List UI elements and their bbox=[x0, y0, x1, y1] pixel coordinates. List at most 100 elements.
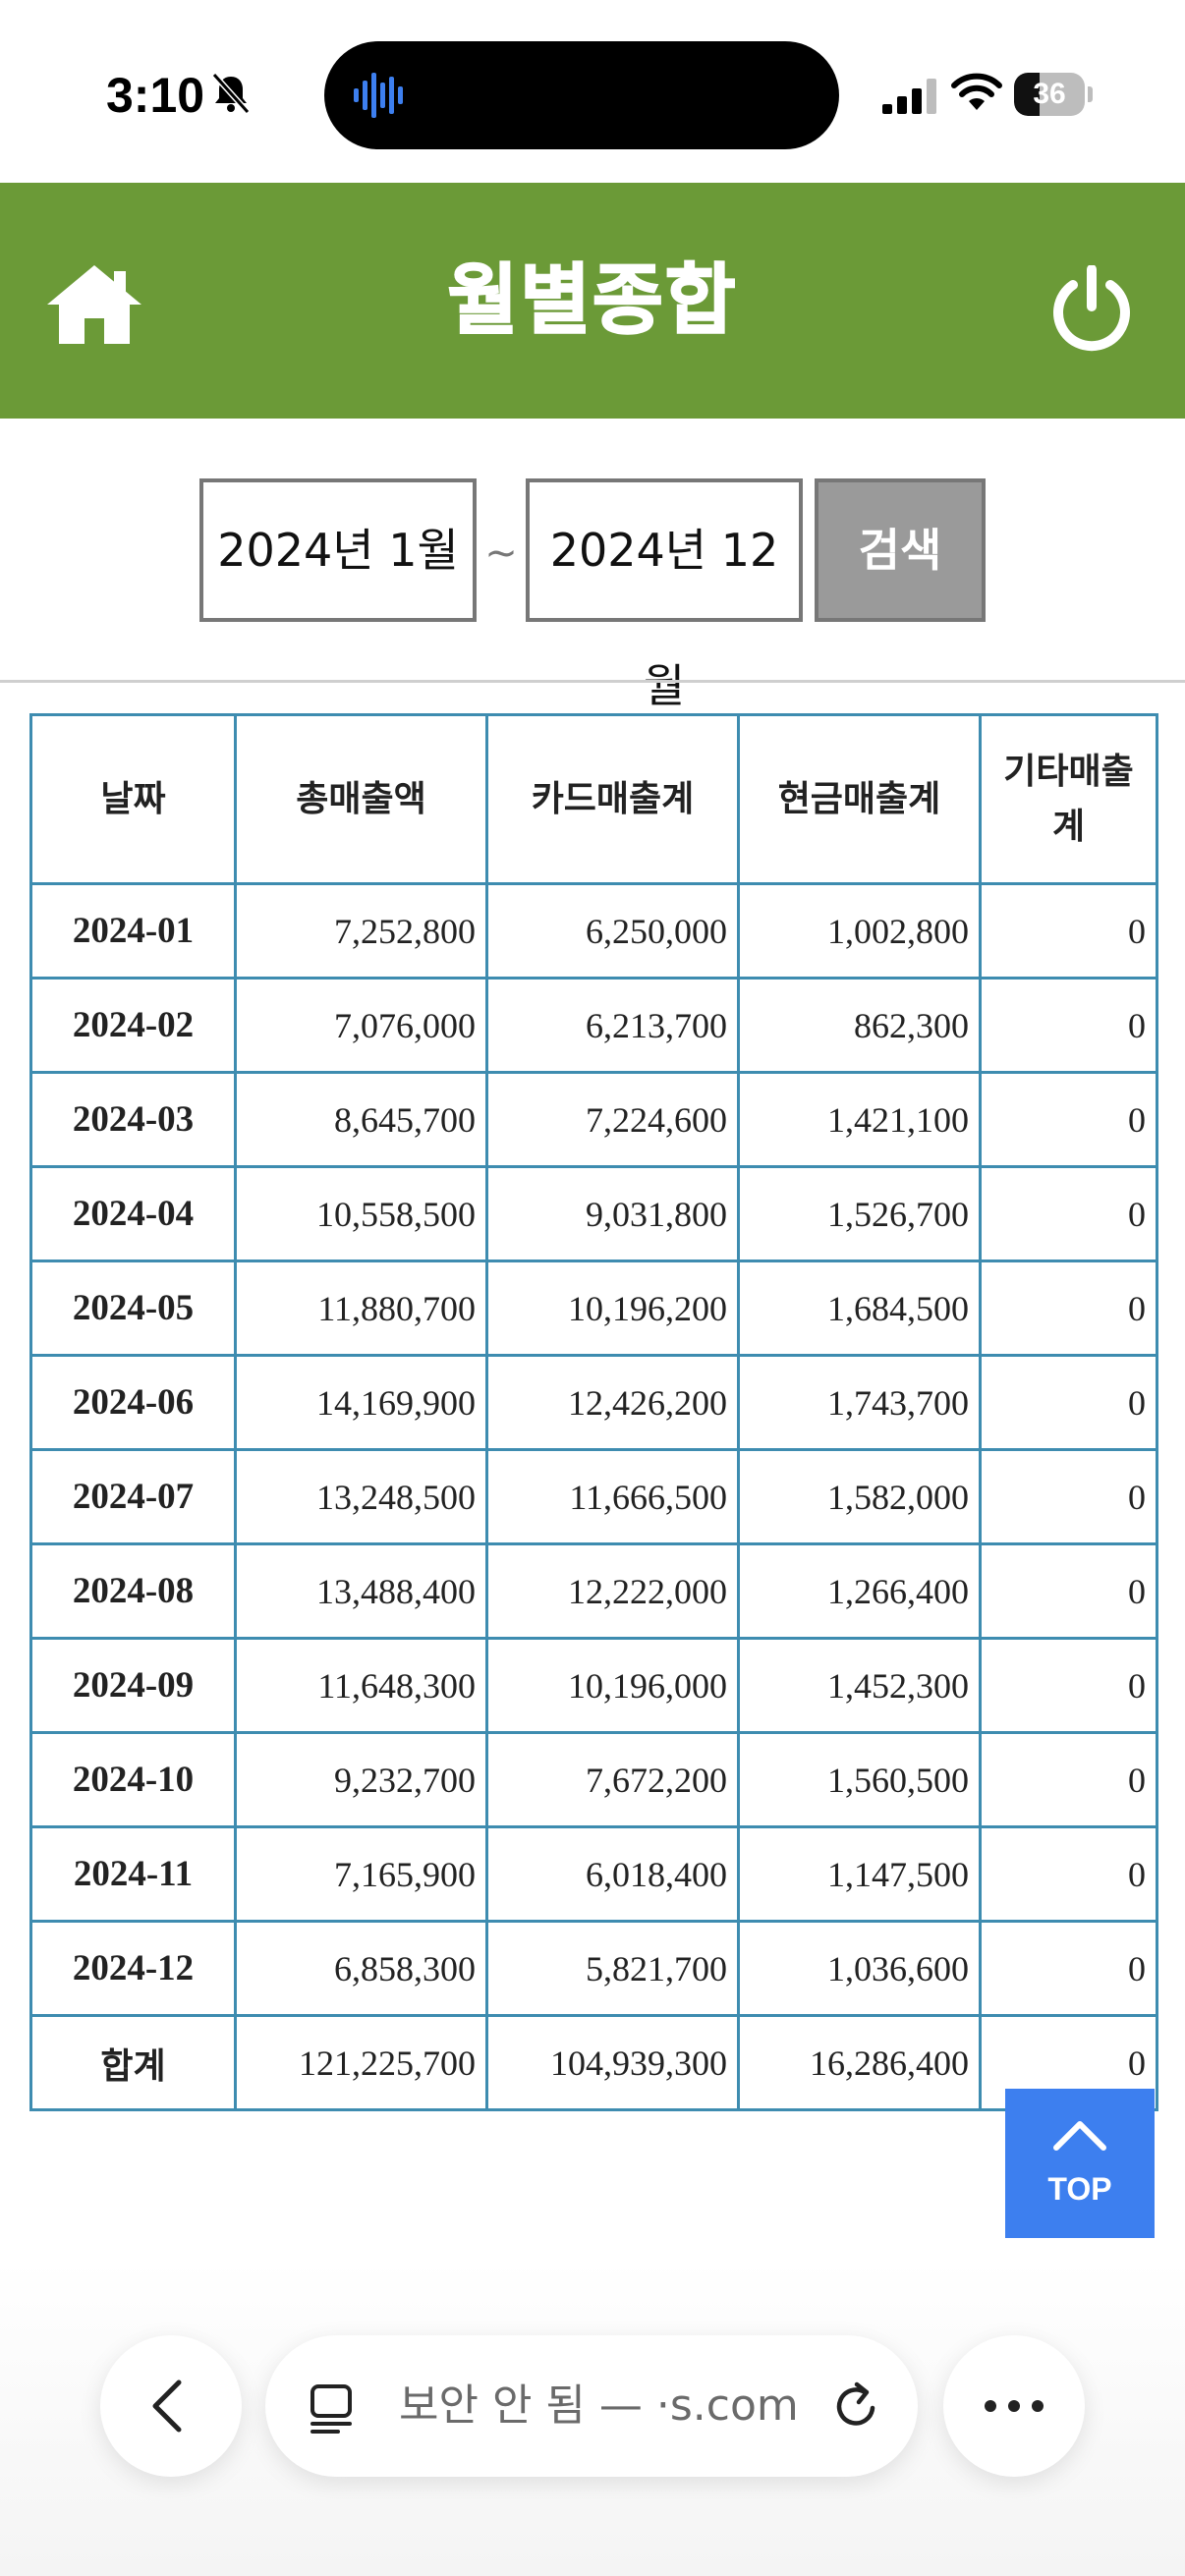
table-row: 2024-05 11,880,700 10,196,200 1,684,500 … bbox=[29, 1260, 1158, 1357]
cell-total: 14,169,900 bbox=[234, 1354, 488, 1451]
cell-other: 0 bbox=[979, 977, 1158, 1074]
bell-slash-icon bbox=[211, 72, 251, 115]
table-row: 2024-11 7,165,900 6,018,400 1,147,500 0 bbox=[29, 1825, 1158, 1923]
back-icon bbox=[152, 2380, 182, 2433]
table-row: 2024-06 14,169,900 12,426,200 1,743,700 … bbox=[29, 1354, 1158, 1451]
url-text: 보안 안 됨 — ·s.com bbox=[399, 2380, 799, 2431]
cell-total: 8,645,700 bbox=[234, 1071, 488, 1168]
cell-other: 0 bbox=[979, 1542, 1158, 1640]
table-row: 2024-12 6,858,300 5,821,700 1,036,600 0 bbox=[29, 1920, 1158, 2017]
cell-other: 0 bbox=[979, 882, 1158, 980]
cell-cash: 1,266,400 bbox=[737, 1542, 982, 1640]
column-header-other: 기타매출계 bbox=[979, 713, 1158, 885]
cell-other: 0 bbox=[979, 1731, 1158, 1828]
table-row: 2024-09 11,648,300 10,196,000 1,452,300 … bbox=[29, 1637, 1158, 1734]
table-row: 2024-08 13,488,400 12,222,000 1,266,400 … bbox=[29, 1542, 1158, 1640]
cell-other: 0 bbox=[979, 1354, 1158, 1451]
address-bar[interactable]: 보안 안 됨 — ·s.com bbox=[265, 2335, 918, 2477]
cell-cash: 862,300 bbox=[737, 977, 982, 1074]
divider bbox=[0, 680, 1185, 683]
cell-total: 7,076,000 bbox=[234, 977, 488, 1074]
cell-card: 9,031,800 bbox=[485, 1165, 740, 1262]
cell-date: 2024-03 bbox=[29, 1071, 237, 1168]
cell-total: 10,558,500 bbox=[234, 1165, 488, 1262]
cell-card: 10,196,200 bbox=[485, 1260, 740, 1357]
cell-cash: 1,743,700 bbox=[737, 1354, 982, 1451]
cell-cash: 1,421,100 bbox=[737, 1071, 982, 1168]
app-header: 월별종합 bbox=[0, 183, 1185, 419]
cell-date: 2024-10 bbox=[29, 1731, 237, 1828]
home-icon[interactable] bbox=[43, 261, 145, 348]
table-header-row: 날짜 총매출액 카드매출계 현금매출계 기타매출계 bbox=[29, 713, 1158, 885]
table-row: 2024-04 10,558,500 9,031,800 1,526,700 0 bbox=[29, 1165, 1158, 1262]
cell-card: 6,213,700 bbox=[485, 977, 740, 1074]
summary-table-container: 날짜 총매출액 카드매출계 현금매출계 기타매출계 2024-01 7,252,… bbox=[29, 713, 1158, 2111]
cell-card: 11,666,500 bbox=[485, 1448, 740, 1545]
table-row: 2024-10 9,232,700 7,672,200 1,560,500 0 bbox=[29, 1731, 1158, 1828]
cell-total: 7,252,800 bbox=[234, 882, 488, 980]
battery-icon: 36 bbox=[1014, 73, 1093, 116]
cell-cash: 1,560,500 bbox=[737, 1731, 982, 1828]
cell-total-label: 합계 bbox=[29, 2014, 237, 2111]
cellular-signal-icon bbox=[882, 79, 936, 114]
cell-date: 2024-09 bbox=[29, 1637, 237, 1734]
cell-total: 11,880,700 bbox=[234, 1260, 488, 1357]
cell-card: 10,196,000 bbox=[485, 1637, 740, 1734]
cell-card: 7,224,600 bbox=[485, 1071, 740, 1168]
status-bar: 3:10 bbox=[0, 0, 1185, 183]
cell-other: 0 bbox=[979, 1637, 1158, 1734]
column-header-date: 날짜 bbox=[29, 713, 237, 885]
cell-cash: 1,526,700 bbox=[737, 1165, 982, 1262]
cell-cash: 1,582,000 bbox=[737, 1448, 982, 1545]
scroll-to-top-button[interactable]: TOP bbox=[1005, 2089, 1155, 2238]
cell-card: 5,821,700 bbox=[485, 1920, 740, 2017]
power-icon[interactable] bbox=[1047, 265, 1136, 354]
cell-date: 2024-05 bbox=[29, 1260, 237, 1357]
table-row: 2024-02 7,076,000 6,213,700 862,300 0 bbox=[29, 977, 1158, 1074]
more-button[interactable] bbox=[943, 2335, 1085, 2477]
cell-cash-total: 16,286,400 bbox=[737, 2014, 982, 2111]
cell-total: 11,648,300 bbox=[234, 1637, 488, 1734]
cell-other: 0 bbox=[979, 1920, 1158, 2017]
cell-date: 2024-11 bbox=[29, 1825, 237, 1923]
cell-other: 0 bbox=[979, 1448, 1158, 1545]
browser-toolbar: 보안 안 됨 — ·s.com bbox=[0, 2260, 1185, 2576]
cell-date: 2024-08 bbox=[29, 1542, 237, 1640]
cell-cash: 1,002,800 bbox=[737, 882, 982, 980]
back-button[interactable] bbox=[100, 2335, 242, 2477]
reader-icon[interactable] bbox=[309, 2382, 360, 2434]
cell-other: 0 bbox=[979, 1165, 1158, 1262]
cell-cash: 1,036,600 bbox=[737, 1920, 982, 2017]
audio-waveform-icon bbox=[354, 73, 403, 118]
cell-other: 0 bbox=[979, 1071, 1158, 1168]
more-icon bbox=[985, 2400, 1044, 2412]
top-button-label: TOP bbox=[1047, 2171, 1112, 2207]
dynamic-island bbox=[324, 41, 839, 149]
cell-card: 12,222,000 bbox=[485, 1542, 740, 1640]
cell-total: 13,488,400 bbox=[234, 1542, 488, 1640]
cell-date: 2024-02 bbox=[29, 977, 237, 1074]
table-row: 2024-03 8,645,700 7,224,600 1,421,100 0 bbox=[29, 1071, 1158, 1168]
date-range-separator: ~ bbox=[484, 531, 518, 576]
cell-date: 2024-12 bbox=[29, 1920, 237, 2017]
search-row: 2024년 1월 ~ 2024년 12월 검색 bbox=[0, 419, 1185, 712]
cell-card: 6,250,000 bbox=[485, 882, 740, 980]
cell-date: 2024-04 bbox=[29, 1165, 237, 1262]
wifi-icon bbox=[951, 73, 1002, 110]
chevron-up-icon bbox=[1053, 2121, 1106, 2151]
cell-cash: 1,684,500 bbox=[737, 1260, 982, 1357]
cell-card: 12,426,200 bbox=[485, 1354, 740, 1451]
date-from-select[interactable]: 2024년 1월 bbox=[199, 478, 477, 622]
cell-card: 6,018,400 bbox=[485, 1825, 740, 1923]
cell-other: 0 bbox=[979, 1260, 1158, 1357]
monthly-summary-table: 날짜 총매출액 카드매출계 현금매출계 기타매출계 2024-01 7,252,… bbox=[29, 713, 1158, 2111]
battery-level: 36 bbox=[1033, 78, 1066, 110]
page-title: 월별종합 bbox=[446, 255, 738, 346]
cell-card-total: 104,939,300 bbox=[485, 2014, 740, 2111]
table-row: 2024-07 13,248,500 11,666,500 1,582,000 … bbox=[29, 1448, 1158, 1545]
search-button[interactable]: 검색 bbox=[815, 478, 986, 622]
reload-icon[interactable] bbox=[829, 2380, 882, 2434]
cell-date: 2024-06 bbox=[29, 1354, 237, 1451]
cell-cash: 1,452,300 bbox=[737, 1637, 982, 1734]
date-to-select[interactable]: 2024년 12월 bbox=[526, 478, 803, 712]
